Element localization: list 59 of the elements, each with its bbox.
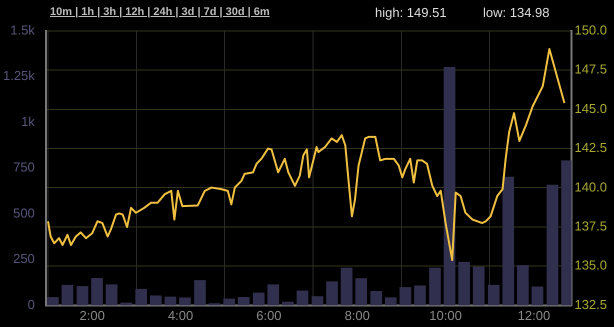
bar xyxy=(252,292,265,306)
bar xyxy=(223,298,235,306)
bar xyxy=(120,302,132,306)
x-tick-label: 6:00 xyxy=(256,308,282,323)
bar xyxy=(400,287,412,306)
bar xyxy=(502,176,514,306)
bar xyxy=(561,160,572,306)
y-tick-label: 750 xyxy=(13,160,35,175)
bar xyxy=(164,296,176,306)
bar xyxy=(340,268,352,306)
bar xyxy=(91,278,103,306)
y2-tick-label: 150.0 xyxy=(574,22,608,38)
y2-tick-label: 137.5 xyxy=(574,218,608,234)
y-tick-label: 1.5k xyxy=(10,22,36,38)
bar xyxy=(532,286,544,306)
bar xyxy=(62,284,74,306)
bar xyxy=(370,290,382,306)
bar xyxy=(296,290,308,306)
y-tick-label: 1.25k xyxy=(2,68,36,84)
bar xyxy=(76,286,88,306)
x-tick-label: 10:00 xyxy=(429,308,462,323)
bar xyxy=(179,298,191,306)
bar xyxy=(194,280,206,306)
bar xyxy=(517,265,529,306)
bar xyxy=(267,284,280,306)
bar xyxy=(414,285,426,306)
bar xyxy=(135,288,148,306)
bar xyxy=(546,184,558,306)
x-tick-label: 2:00 xyxy=(80,308,105,323)
bar xyxy=(238,296,250,306)
y2-tick-label: 147.5 xyxy=(574,62,608,77)
y2-tick-label: 142.5 xyxy=(574,140,608,156)
text: high: 149.51 xyxy=(375,5,447,20)
bar xyxy=(488,284,500,306)
bar xyxy=(282,302,294,306)
bar xyxy=(384,297,397,306)
bar xyxy=(472,266,485,306)
y-tick-label: 250 xyxy=(13,251,35,266)
bar xyxy=(429,268,441,306)
text: low: 134.98 xyxy=(483,5,550,20)
bar xyxy=(444,67,456,306)
y-tick-label: 1k xyxy=(21,114,36,129)
x-tick-label: 12:00 xyxy=(518,308,550,323)
bar xyxy=(355,278,368,306)
y-tick-label: 0 xyxy=(28,296,35,312)
bar xyxy=(150,296,162,306)
y-tick-label: 500 xyxy=(13,205,35,220)
text: 10m | 1h | 3h | 12h | 24h | 3d | 7d | 30d | 6m xyxy=(50,6,270,18)
bar xyxy=(458,262,470,306)
bar xyxy=(312,296,324,306)
y2-tick-label: 140.0 xyxy=(574,179,608,194)
y2-tick-label: 132.5 xyxy=(574,296,608,312)
bar xyxy=(326,281,338,306)
x-tick-label: 4:00 xyxy=(168,308,194,323)
bar xyxy=(106,284,118,306)
y2-tick-label: 135.0 xyxy=(574,258,608,273)
x-tick-label: 8:00 xyxy=(344,308,370,323)
bar xyxy=(47,297,59,306)
y2-tick-label: 145.0 xyxy=(574,100,608,116)
